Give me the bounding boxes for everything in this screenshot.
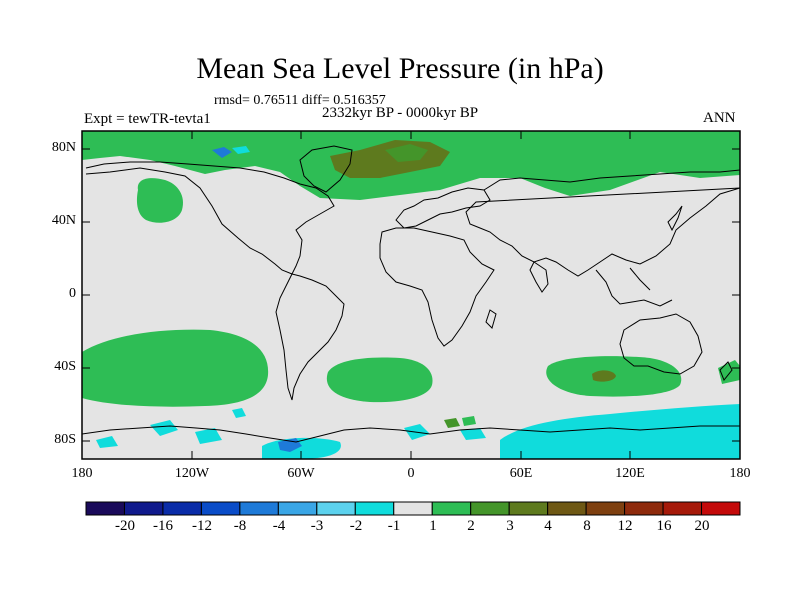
lon-label-180w: 180	[71, 466, 93, 481]
map-field	[82, 131, 740, 459]
lon-label-60e: 60E	[509, 466, 533, 481]
colorbar-box	[662, 501, 703, 516]
lat-label-40s: 40S	[54, 359, 76, 374]
canada-negative-cyan	[232, 146, 250, 154]
colorbar-box	[547, 501, 587, 516]
coast-india	[529, 261, 549, 293]
colorbar-label: 1	[429, 518, 437, 534]
lon-label-0: 0	[407, 466, 415, 481]
stats-label: rmsd= 0.76511 diff= 0.516357	[214, 93, 386, 108]
colorbar-label: 4	[544, 518, 552, 534]
coast-africa	[379, 227, 495, 347]
colorbar	[85, 501, 741, 516]
colorbar-box	[701, 501, 741, 516]
coast-antarctica	[82, 425, 740, 443]
canada-negative-small	[212, 147, 232, 158]
colorbar-box	[316, 501, 356, 516]
colorbar-box	[239, 501, 279, 516]
lon-label-120w: 120W	[174, 466, 210, 481]
colorbar-label: -1	[387, 518, 401, 534]
south-pacific-positive	[82, 329, 269, 407]
arctic-positive-2-3	[385, 144, 428, 162]
colorbar-label: -20	[115, 518, 135, 534]
coast-new-zealand	[719, 361, 733, 381]
lat-label-80n: 80N	[51, 140, 76, 155]
colorbar-label: -12	[192, 518, 212, 534]
colorbar-box	[123, 501, 164, 516]
coast-japan	[667, 205, 683, 232]
coast-se-asia	[595, 267, 673, 307]
colorbar-box	[162, 501, 202, 516]
colorbar-box	[470, 501, 510, 516]
colorbar-box	[624, 501, 664, 516]
south-atlantic-positive	[326, 357, 433, 403]
colorbar-box	[431, 501, 472, 516]
coastlines	[82, 145, 740, 443]
lon-label-180e: 180	[729, 466, 751, 481]
coast-north-america	[85, 161, 335, 275]
lat-label-0: 0	[69, 286, 76, 301]
colorbar-box	[508, 501, 549, 516]
colorbar-label: -2	[349, 518, 363, 534]
lon-label-120e: 120E	[615, 466, 645, 481]
indian-ocean-positive-3-4	[592, 370, 616, 382]
colorbar-label: 8	[583, 518, 591, 534]
colorbar-label: 20	[694, 518, 710, 534]
coast-greenland	[299, 145, 353, 193]
antarctic-negative-e	[460, 428, 486, 440]
lat-ticks	[82, 148, 740, 442]
colorbar-label: -16	[153, 518, 173, 534]
colorbar-label: 3	[506, 518, 514, 534]
coast-europe	[395, 187, 491, 229]
coast-asia	[465, 169, 740, 277]
antarctic-negative-a	[150, 420, 178, 436]
season-label: ANN	[703, 110, 736, 126]
colorbar-label: -8	[233, 518, 247, 534]
antarctic-positive-small	[444, 418, 460, 428]
colorbar-box	[393, 501, 433, 516]
colorbar-label: -3	[310, 518, 324, 534]
period-label: 2332kyr BP - 0000kyr BP	[322, 105, 479, 121]
colorbar-box	[354, 501, 395, 516]
antarctic-positive-small-2	[462, 416, 476, 426]
colorbar-box	[85, 501, 125, 516]
antarctic-negative-b	[195, 428, 222, 444]
chart-title: Mean Sea Level Pressure (in hPa)	[196, 52, 604, 85]
colorbar-label: 16	[656, 518, 672, 534]
lat-label-40n: 40N	[51, 213, 76, 228]
colorbar-label: -4	[272, 518, 286, 534]
north-pacific-positive	[136, 178, 184, 223]
colorbar-box	[277, 501, 318, 516]
coast-madagascar	[485, 309, 497, 329]
antarctic-negative-east	[500, 404, 740, 459]
lon-label-60w: 60W	[287, 466, 315, 481]
coast-australia	[619, 313, 703, 375]
lat-label-80s: 80S	[54, 432, 76, 447]
colorbar-box	[200, 501, 241, 516]
antarctic-negative-d	[96, 436, 118, 448]
experiment-label: Expt = tewTR-tevta1	[84, 111, 211, 127]
colorbar-box	[585, 501, 626, 516]
colorbar-label: 2	[467, 518, 475, 534]
coast-south-america	[275, 273, 345, 401]
colorbar-label: 12	[617, 518, 633, 534]
antarctic-negative-c	[232, 408, 246, 418]
lon-ticks	[81, 131, 741, 459]
